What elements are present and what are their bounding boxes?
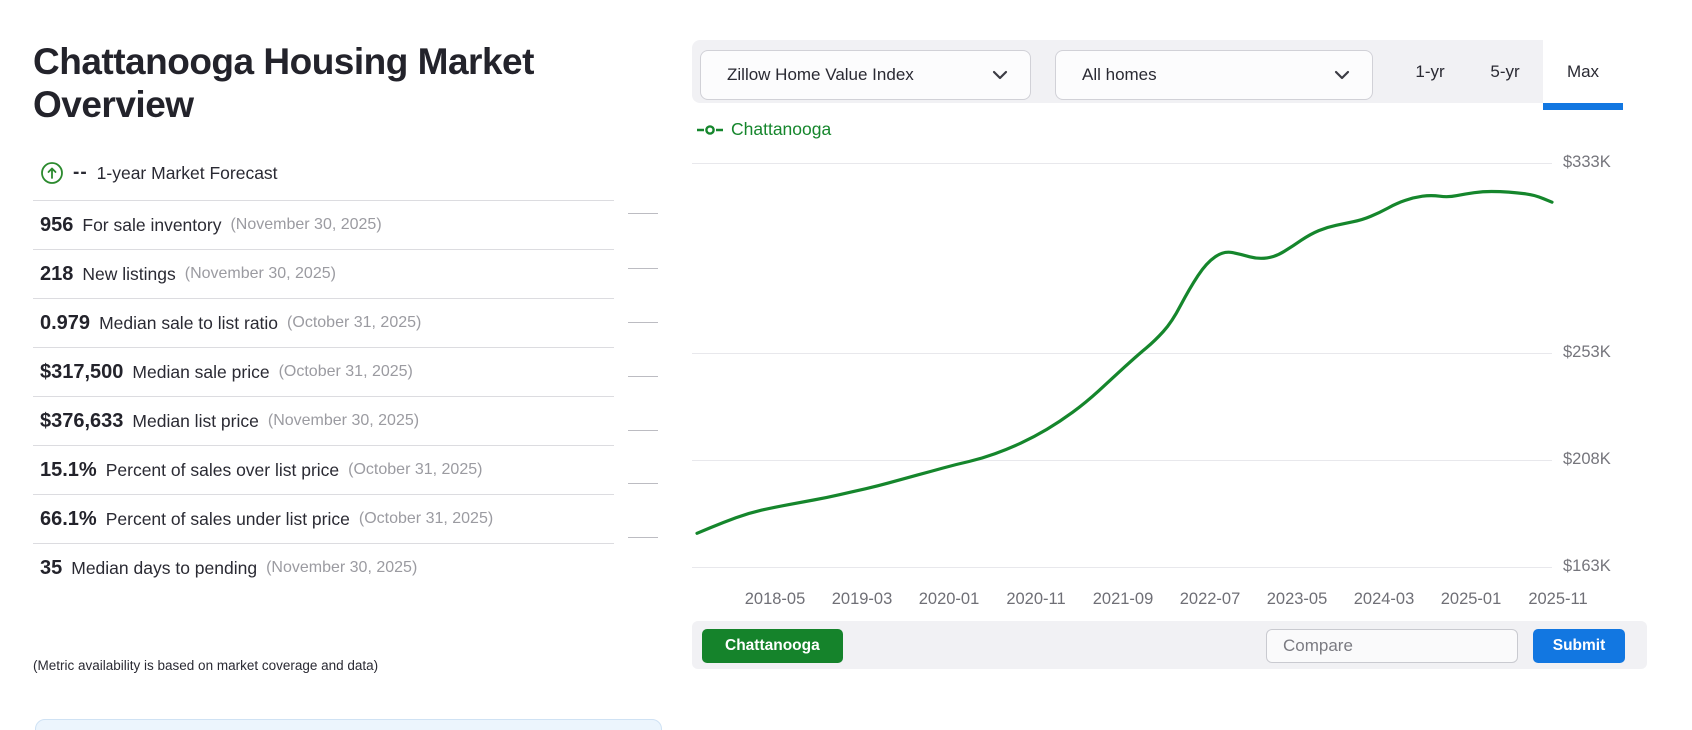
stat-row: 35 Median days to pending (November 30, …: [33, 543, 614, 592]
x-axis-label: 2019-03: [831, 590, 893, 608]
legend-label: Chattanooga: [731, 119, 832, 139]
stat-value: 218: [40, 262, 74, 285]
stat-value: $317,500: [40, 360, 124, 383]
submit-button[interactable]: Submit: [1533, 629, 1625, 663]
stat-date: (November 30, 2025): [230, 216, 382, 233]
x-axis-label: 2022-07: [1179, 590, 1241, 608]
metric-dropdown[interactable]: Zillow Home Value Index: [700, 50, 1031, 100]
axis-tick: [628, 483, 658, 484]
stat-label: Percent of sales under list price: [105, 508, 350, 529]
stats-list: 956 For sale inventory (November 30, 202…: [33, 200, 614, 592]
x-axis-label: 2020-11: [1006, 590, 1066, 608]
stat-value: 0.979: [40, 311, 91, 334]
home-value-line-chart[interactable]: [628, 140, 1692, 585]
axis-tick: [628, 213, 658, 214]
chevron-down-icon: [1334, 70, 1350, 80]
x-axis-label: 2025-11: [1528, 590, 1588, 608]
stat-date: (October 31, 2025): [287, 314, 422, 331]
x-axis-label: 2021-09: [1092, 590, 1154, 608]
stat-value: 35: [40, 556, 63, 579]
stat-date: (October 31, 2025): [278, 363, 413, 380]
stat-row: $317,500 Median sale price (October 31, …: [33, 347, 614, 396]
stat-label: Percent of sales over list price: [105, 459, 340, 480]
stat-date: (October 31, 2025): [358, 510, 494, 527]
selected-tab-underline: [1543, 103, 1623, 110]
compare-region-input[interactable]: [1266, 629, 1518, 663]
metric-dropdown-value: Zillow Home Value Index: [727, 65, 914, 84]
forecast-value: --: [73, 162, 88, 183]
stat-row: $376,633 Median list price (November 30,…: [33, 396, 614, 445]
stat-label: Median days to pending: [71, 557, 258, 578]
stat-value: 15.1%: [40, 458, 97, 481]
region-chip-chattanooga[interactable]: Chattanooga: [702, 629, 843, 663]
y-axis-label: $333K: [1563, 153, 1611, 171]
stat-label: Median list price: [132, 410, 259, 431]
y-axis-label: $208K: [1563, 449, 1611, 468]
tab-max[interactable]: Max: [1543, 40, 1623, 103]
market-overview-panel: Chattanooga Housing Market Overview -- 1…: [33, 0, 662, 730]
legend-line-marker-icon: [697, 124, 723, 136]
x-axis-label: 2024-03: [1353, 590, 1415, 608]
gridline: [692, 352, 1552, 354]
stat-value: 956: [40, 213, 74, 236]
home-type-dropdown-value: All homes: [1082, 65, 1157, 84]
stat-value: 66.1%: [40, 507, 97, 530]
axis-tick: [628, 537, 658, 538]
stat-date: (October 31, 2025): [348, 461, 483, 478]
page-title: Chattanooga Housing Market Overview: [33, 41, 534, 126]
tab-5yr[interactable]: 5-yr: [1490, 61, 1520, 81]
y-axis-label: $163K: [1563, 556, 1611, 575]
axis-tick: [628, 430, 658, 431]
axis-tick: [628, 322, 658, 323]
metric-availability-note: (Metric availability is based on market …: [33, 658, 379, 673]
x-axis-label: 2025-01: [1440, 590, 1502, 608]
forecast-label: 1-year Market Forecast: [96, 162, 278, 183]
chevron-down-icon: [992, 70, 1008, 80]
x-axis-label: 2018-05: [744, 590, 806, 608]
stat-label: Median sale to list ratio: [99, 312, 279, 333]
gridline: [692, 459, 1552, 461]
stat-row: 15.1% Percent of sales over list price (…: [33, 445, 614, 494]
y-axis-label: $253K: [1563, 342, 1611, 361]
stat-label: New listings: [82, 263, 176, 284]
forecast-up-arrow-icon: [40, 161, 64, 185]
gridline: [692, 163, 1552, 164]
stat-label: For sale inventory: [82, 214, 222, 235]
stat-date: (November 30, 2025): [184, 265, 336, 282]
partial-bottom-card: [35, 719, 662, 730]
chart-legend[interactable]: Chattanooga: [697, 119, 831, 140]
stat-date: (November 30, 2025): [267, 412, 420, 429]
stat-row: 218 New listings (November 30, 2025): [33, 249, 614, 298]
tab-1yr[interactable]: 1-yr: [1415, 61, 1445, 81]
x-axis-label: 2020-01: [918, 590, 980, 608]
gridline: [692, 566, 1552, 568]
axis-tick: [628, 376, 658, 377]
stat-row: 66.1% Percent of sales under list price …: [33, 494, 614, 543]
stat-row: 956 For sale inventory (November 30, 202…: [33, 200, 614, 249]
stat-row: 0.979 Median sale to list ratio (October…: [33, 298, 614, 347]
stat-label: Median sale price: [132, 361, 270, 382]
stat-value: $376,633: [40, 409, 124, 432]
x-axis-label: 2023-05: [1266, 590, 1328, 608]
axis-tick: [628, 268, 658, 269]
stat-date: (November 30, 2025): [266, 559, 418, 576]
home-type-dropdown[interactable]: All homes: [1055, 50, 1373, 100]
market-forecast-row: -- 1-year Market Forecast: [40, 161, 278, 185]
